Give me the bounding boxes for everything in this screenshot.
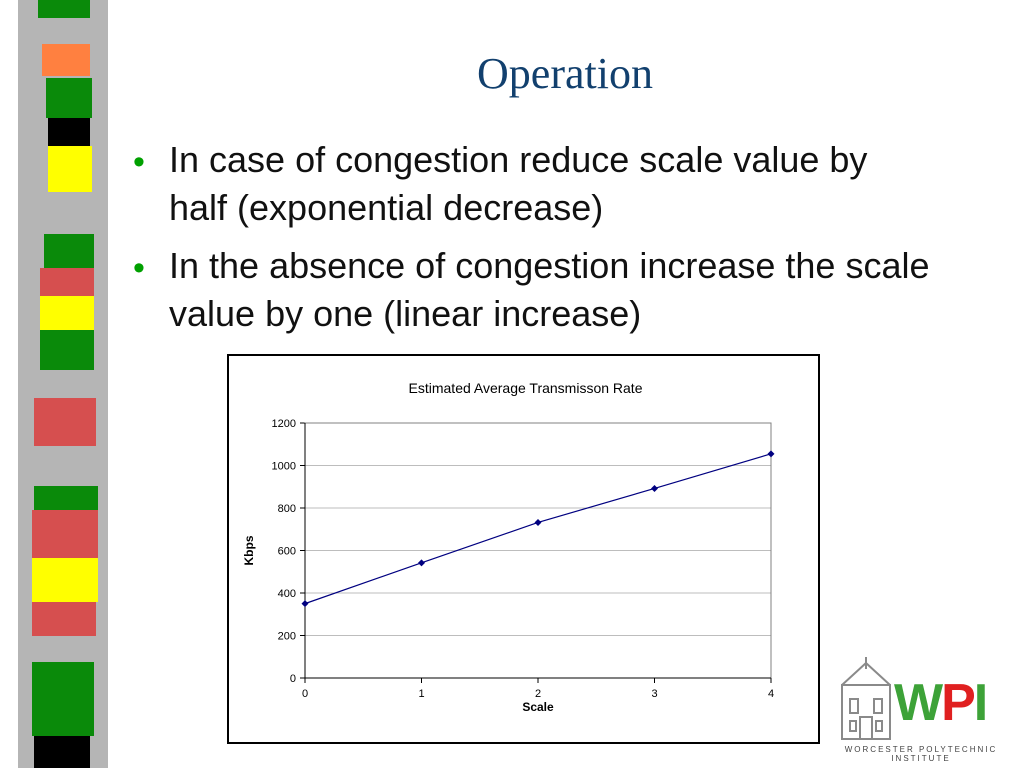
chart-title: Estimated Average Transmisson Rate (408, 380, 643, 396)
stripe-block (32, 558, 98, 602)
y-axis-label: Kbps (242, 535, 256, 565)
stripe-block (40, 330, 94, 370)
line-chart: 0 200 400 600 800 1000 1200 0 1 2 3 4 Scale Kbps (242, 418, 775, 714)
chart-frame: Estimated Average Transmisson Rate 0 200 4… (227, 354, 820, 744)
stripe-block (34, 736, 90, 768)
logo-letter-p: P (941, 674, 976, 732)
stripe-block (48, 146, 92, 192)
data-point-marker (418, 559, 425, 567)
data-point-marker (301, 600, 309, 608)
y-tick-label: 800 (278, 503, 296, 515)
data-point-marker (651, 484, 658, 492)
bullet-item-2: • In the absence of congestion increase … (133, 242, 933, 338)
stripe-block (48, 118, 90, 146)
bullet-text-1: In case of congestion reduce scale value… (169, 139, 868, 228)
stripe-block (32, 510, 98, 558)
decorative-color-stripe (32, 0, 98, 768)
stripe-block (34, 486, 98, 510)
stripe-block (32, 662, 94, 736)
data-point-marker (767, 450, 775, 458)
stripe-block (40, 268, 94, 296)
stripe-block (42, 44, 90, 76)
logo-caption: WORCESTER POLYTECHNIC INSTITUTE (844, 745, 998, 763)
x-tick-label: 1 (418, 688, 424, 700)
stripe-block (40, 296, 94, 330)
x-tick-label: 3 (651, 688, 657, 700)
y-tick-label: 400 (278, 588, 296, 600)
stripe-block (34, 398, 96, 446)
slide-title: Operation (477, 49, 653, 98)
logo-letter-w: W (894, 674, 943, 732)
wpi-logo: WPI WORCESTER POLYTECHNIC INSTITUTE (836, 655, 1006, 765)
y-tick-label: 600 (278, 546, 296, 558)
x-tick-label: 4 (768, 688, 774, 700)
logo-wordmark: WPI (894, 674, 989, 732)
data-point-marker (534, 518, 542, 526)
stripe-block (32, 602, 96, 636)
x-tick-label: 2 (535, 688, 541, 700)
stripe-block (46, 78, 92, 118)
series-line (304, 453, 772, 605)
bullet-icon: • (133, 143, 145, 181)
bullet-icon: • (133, 249, 145, 287)
bullet-text-2: In the absence of congestion increase th… (169, 245, 930, 334)
building-icon (841, 657, 891, 740)
stripe-block (44, 234, 94, 268)
y-tick-label: 1200 (272, 418, 296, 430)
x-axis-label: Scale (522, 700, 554, 714)
y-tick-label: 200 (278, 631, 296, 643)
logo-letter-i: I (973, 674, 989, 732)
stripe-block (38, 0, 90, 18)
bullet-item-1: • In case of congestion reduce scale val… (133, 136, 933, 232)
y-tick-label: 1000 (272, 461, 296, 473)
y-tick-label: 0 (290, 673, 296, 685)
x-tick-label: 0 (302, 688, 308, 700)
